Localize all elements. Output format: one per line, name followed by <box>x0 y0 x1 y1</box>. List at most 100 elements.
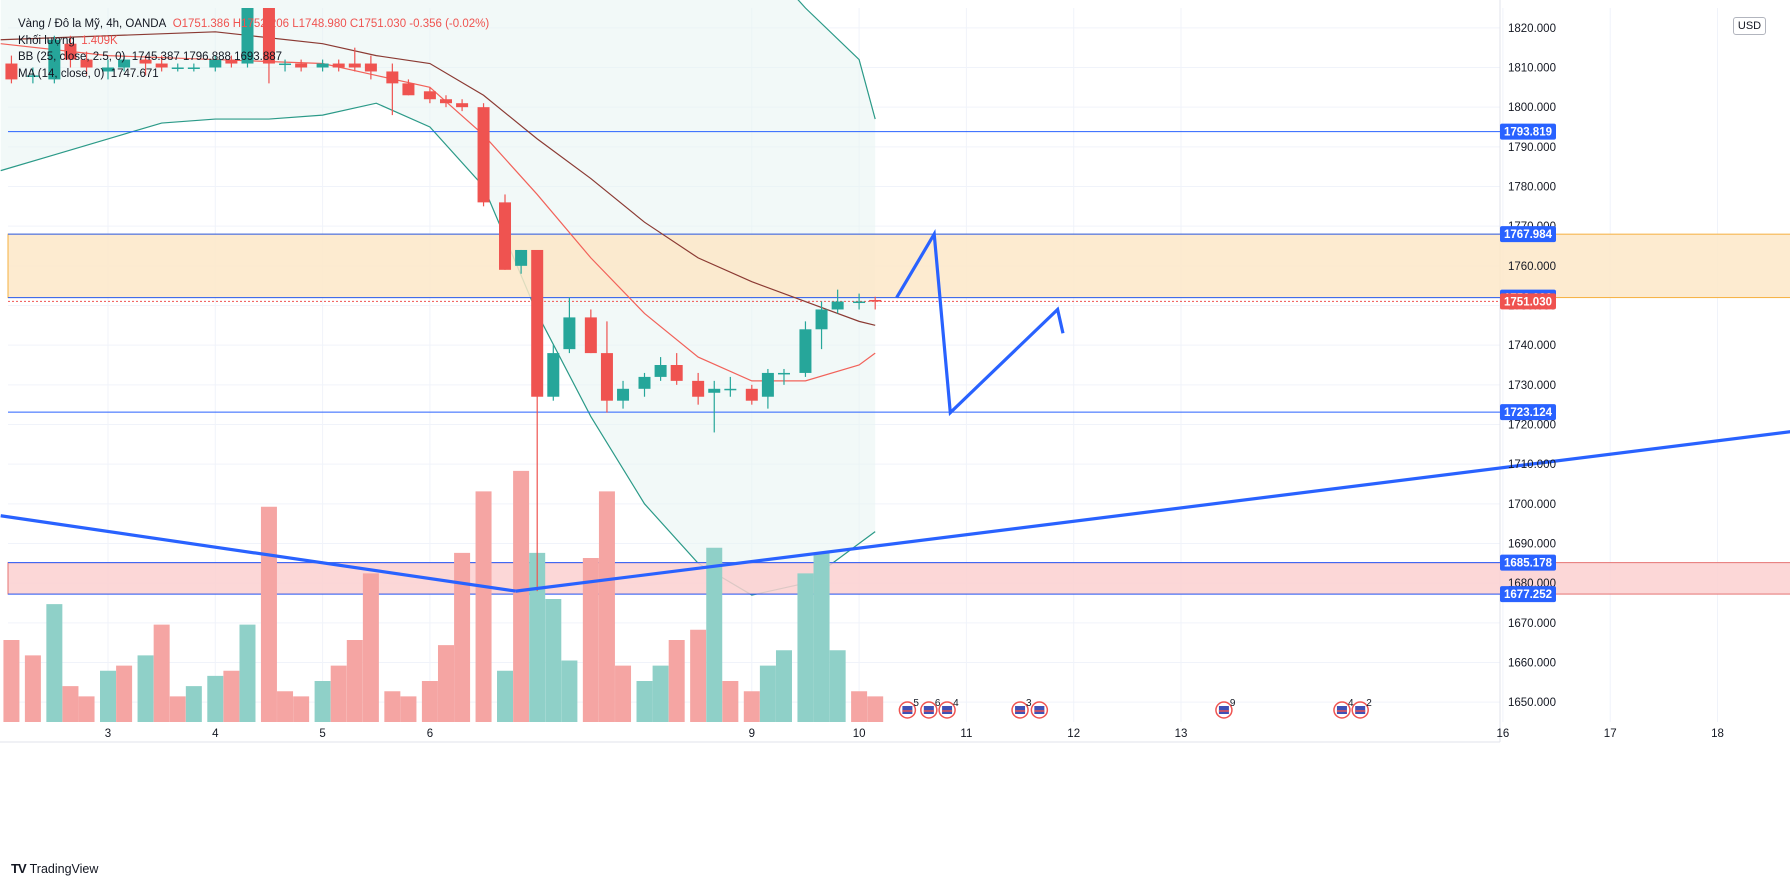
volume-bar <box>314 681 331 722</box>
candle-body <box>386 71 399 84</box>
ma-value: 1747.671 <box>110 67 159 80</box>
time-tick-label: 16 <box>1497 728 1510 740</box>
time-tick-label: 9 <box>749 728 755 740</box>
price-badge-label: 1677.252 <box>1504 589 1552 601</box>
volume-bar <box>454 552 471 722</box>
candle-body <box>348 63 361 68</box>
volume-bar <box>277 691 294 722</box>
event-flag-icon: 5 <box>898 698 919 719</box>
volume-bars <box>3 470 884 722</box>
candle-body <box>439 99 452 104</box>
candle-body <box>638 376 651 389</box>
time-tick-label: 12 <box>1067 728 1080 740</box>
price-badge: 1677.252 <box>1500 586 1556 603</box>
volume-bar <box>851 691 868 722</box>
candle-body <box>600 353 613 401</box>
bb-values: 1745.387 1796.888 1693.887 <box>131 51 283 63</box>
time-tick-label: 5 <box>319 728 325 740</box>
volume-bar <box>561 660 578 722</box>
candle-body <box>402 83 415 96</box>
price-badge: 1767.984 <box>1500 226 1556 243</box>
price-tick-label: 1760.000 <box>1508 261 1556 273</box>
price-tick-label: 1780.000 <box>1508 182 1556 194</box>
time-axis: 345691011121316171819 <box>105 728 1724 740</box>
event-flag-field <box>1218 706 1229 714</box>
volume-value: 1.409K <box>81 34 118 47</box>
candle-body <box>262 8 275 64</box>
candle-body <box>869 299 882 302</box>
volume-bar <box>706 547 723 722</box>
time-tick-label: 3 <box>105 728 111 740</box>
candle-body <box>708 388 721 393</box>
price-tick-label: 1800.000 <box>1508 102 1556 114</box>
trend-lines <box>0 229 1790 593</box>
volume-bar <box>497 670 514 722</box>
event-count: 2 <box>1366 698 1372 709</box>
price-tick-label: 1700.000 <box>1508 499 1556 511</box>
candle-body <box>563 317 576 350</box>
event-flag-field <box>1015 706 1026 714</box>
symbol-title[interactable]: Vàng / Đô la Mỹ, 4h, OANDA <box>18 18 167 30</box>
price-badge-label: 1751.030 <box>1504 296 1552 308</box>
candle-body <box>853 301 866 304</box>
event-flag-field <box>902 706 913 714</box>
volume-bar <box>615 665 632 722</box>
currency-button[interactable]: USD <box>1733 17 1766 35</box>
volume-bar <box>743 691 760 722</box>
event-count: 6 <box>935 698 941 709</box>
price-tick-label: 1670.000 <box>1508 618 1556 630</box>
candle-body <box>155 63 168 68</box>
volume-bar <box>652 665 669 722</box>
event-flag-icon <box>1030 701 1049 719</box>
price-tick-label: 1650.000 <box>1508 697 1556 709</box>
tradingview-logo: TV TradingView <box>11 861 98 876</box>
brand-name: TradingView <box>29 861 99 876</box>
volume-bar <box>475 491 492 722</box>
volume-bar <box>668 640 685 722</box>
candle-body <box>515 249 528 266</box>
legend-volume-row: Khối lượng 1.409K <box>18 33 489 50</box>
candle-body <box>225 59 238 64</box>
candle-body <box>799 329 812 373</box>
volume-bar <box>153 624 170 722</box>
event-flag-icon: 6 <box>920 698 941 719</box>
tradingview-icon: TV <box>11 861 27 876</box>
event-count: 4 <box>1348 698 1354 709</box>
price-badge-label: 1685.178 <box>1504 558 1553 570</box>
price-badge-bg <box>1500 404 1556 421</box>
price-tick-label: 1710.000 <box>1508 459 1556 471</box>
event-count: 5 <box>913 698 919 709</box>
volume-bar <box>362 573 379 722</box>
volume-bar <box>421 681 438 722</box>
candle-body <box>547 353 560 397</box>
candle-body <box>670 365 683 381</box>
price-badge-label: 1793.819 <box>1504 127 1552 139</box>
bb-label[interactable]: BB (25, close, 2.5, 0) <box>18 51 126 63</box>
lower-trend-line-right <box>515 430 1790 593</box>
volume-label[interactable]: Khối lượng <box>18 34 75 47</box>
price-tick-label: 1810.000 <box>1508 63 1556 75</box>
time-tick-label: 10 <box>853 728 866 740</box>
price-tick-label: 1820.000 <box>1508 23 1556 35</box>
volume-bar <box>330 665 347 722</box>
candle-body <box>423 91 436 100</box>
ma-label[interactable]: MA (14, close, 0) <box>18 67 105 80</box>
volume-bar <box>867 696 884 722</box>
volume-bar <box>759 665 776 722</box>
candle-body <box>64 43 77 60</box>
horizontal-levels <box>8 131 1500 595</box>
price-axis: 1650.0001660.0001670.0001680.0001690.000… <box>1508 23 1556 709</box>
volume-bar <box>384 691 401 722</box>
time-tick-label: 18 <box>1711 728 1724 740</box>
event-flag-icon: 2 <box>1351 698 1372 719</box>
candle-body <box>777 372 790 375</box>
volume-bar <box>100 670 116 722</box>
demand-zone <box>7 562 1790 595</box>
time-tick-label: 17 <box>1604 728 1617 740</box>
candle-body <box>724 388 737 391</box>
volume-bar <box>437 645 454 722</box>
volume-bar <box>775 650 792 722</box>
volume-bar <box>24 655 41 722</box>
price-tick-label: 1720.000 <box>1508 420 1556 432</box>
